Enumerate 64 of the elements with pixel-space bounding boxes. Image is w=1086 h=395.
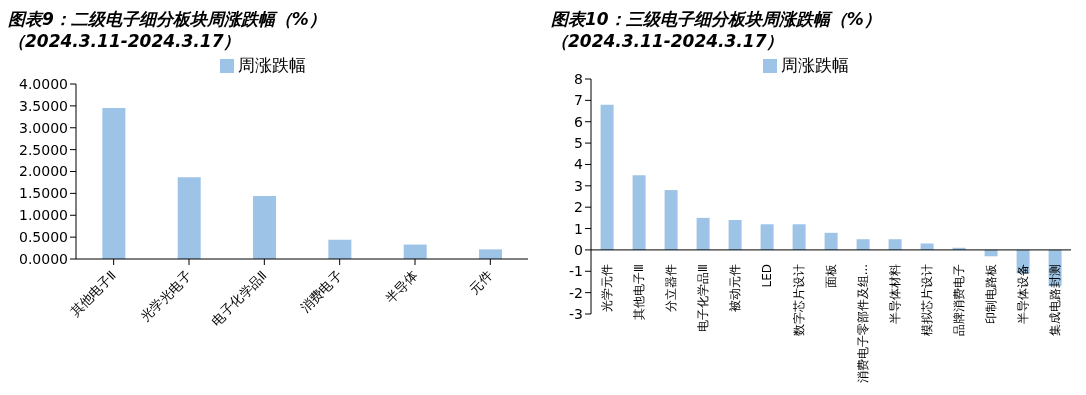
bar — [632, 175, 646, 250]
y-tick-label: 3.5000 — [19, 97, 68, 114]
x-tick-label: 模拟芯片设计 — [920, 263, 934, 336]
x-tick-label: 其他电子Ⅱ — [67, 267, 119, 320]
x-tick-label: 集成电路封测 — [1048, 263, 1062, 336]
bar — [824, 232, 838, 250]
x-tick-label: 半导体设备 — [1016, 263, 1030, 324]
bar — [479, 249, 503, 259]
y-tick-label: -1 — [569, 263, 583, 280]
y-tick-label: 2.5000 — [19, 141, 68, 158]
x-tick-label: 印制电路板 — [984, 263, 998, 324]
chart-title: 图表9：二级电子细分板块周涨跌幅（%） — [8, 8, 327, 30]
y-tick-label: 1 — [574, 220, 583, 237]
bar — [696, 217, 710, 250]
y-tick-label: -3 — [569, 305, 583, 322]
x-tick-label: 消费电子零部件及组... — [856, 263, 870, 384]
y-tick-label: 7 — [574, 92, 583, 109]
x-tick-label: 分立器件 — [664, 263, 678, 312]
x-tick-label: LED — [760, 263, 774, 288]
y-tick-label: -2 — [569, 284, 583, 301]
x-tick-label: 半导体 — [382, 267, 421, 306]
bar — [888, 239, 902, 250]
y-tick-label: 1.0000 — [19, 207, 68, 224]
bar — [856, 239, 870, 250]
x-tick-label: 品牌消费电子 — [952, 263, 966, 336]
bar — [328, 239, 352, 259]
y-tick-label: 0 — [574, 241, 583, 258]
x-tick-label: 元件 — [466, 267, 496, 297]
x-tick-label: 电子化学品Ⅱ — [208, 267, 270, 329]
y-tick-label: 0.5000 — [19, 229, 68, 246]
y-tick-label: 0.0000 — [19, 250, 68, 267]
x-tick-label: 被动元件 — [728, 263, 742, 312]
x-tick-label: 其他电子Ⅲ — [632, 263, 646, 321]
x-tick-label: 数字芯片设计 — [792, 263, 806, 336]
y-tick-label: 8 — [574, 70, 583, 87]
y-tick-label: 5 — [574, 135, 583, 152]
y-tick-label: 4.0000 — [19, 75, 68, 92]
y-tick-label: 4 — [574, 156, 584, 173]
y-tick-label: 2 — [574, 199, 583, 216]
bar — [403, 244, 427, 259]
bar — [600, 104, 614, 250]
chart-subtitle: （2024.3.11-2024.3.17） — [8, 30, 242, 52]
chart-subtitle: （2024.3.11-2024.3.17） — [551, 30, 785, 52]
x-tick-label: 面板 — [824, 263, 838, 288]
bar — [102, 108, 126, 259]
y-tick-label: 1.5000 — [19, 185, 68, 202]
y-tick-label: 3.0000 — [19, 119, 68, 136]
bar — [177, 177, 201, 259]
x-tick-label: 电子化学品Ⅲ — [696, 263, 710, 333]
chart-title: 图表10：三级电子细分板块周涨跌幅（%） — [551, 8, 882, 30]
bar — [253, 196, 277, 259]
x-tick-label: 消费电子 — [297, 267, 345, 316]
bar — [664, 190, 678, 250]
x-tick-label: 半导体材料 — [888, 263, 902, 324]
x-tick-label: 光学光电子 — [137, 267, 195, 325]
legend-label: 周涨跌幅 — [238, 55, 306, 75]
bar — [792, 224, 806, 250]
x-tick-label: 光学元件 — [600, 263, 614, 312]
bar — [728, 220, 742, 250]
legend-label: 周涨跌幅 — [781, 55, 849, 75]
y-tick-label: 6 — [574, 113, 584, 130]
bar — [760, 224, 774, 250]
y-tick-label: 2.0000 — [19, 163, 68, 180]
y-tick-label: 3 — [574, 177, 583, 194]
